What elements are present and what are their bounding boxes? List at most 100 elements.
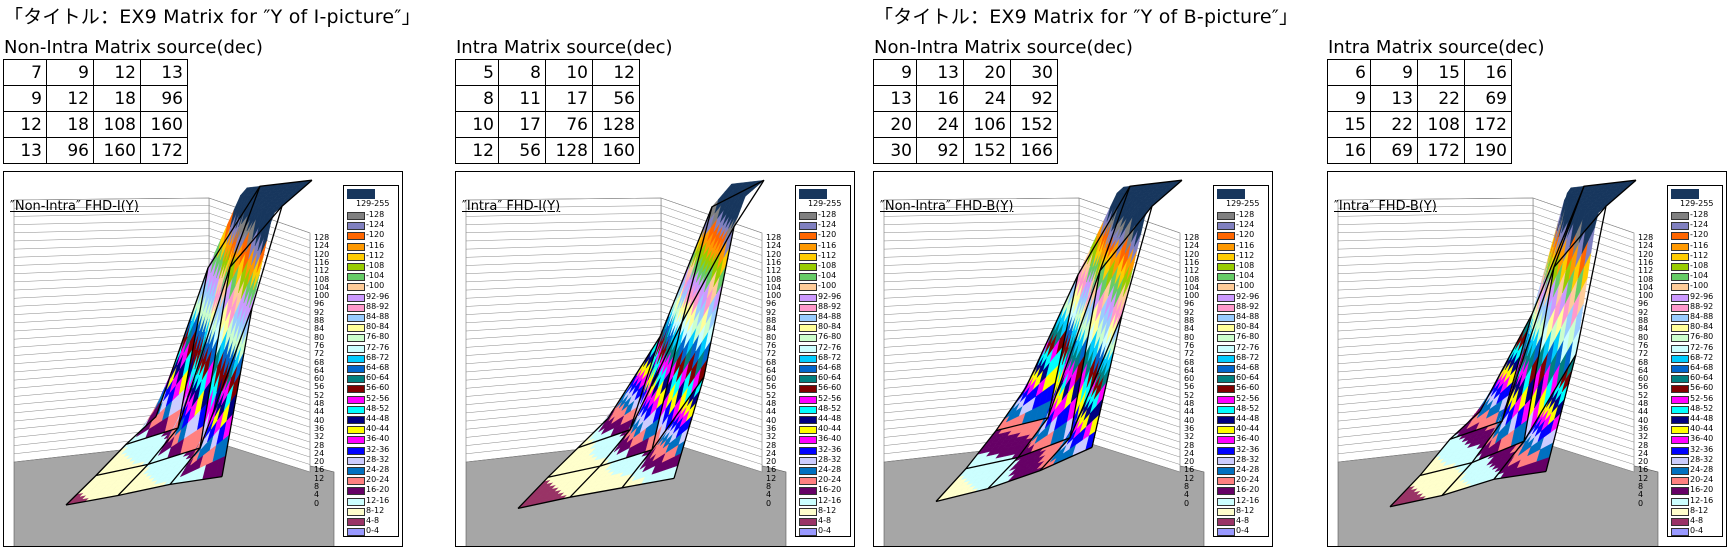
legend-label: 88-92 [366, 301, 390, 311]
legend-label: 16-20 [366, 485, 390, 495]
legend-label: 28-32 [1690, 454, 1714, 464]
legend-swatch [347, 314, 365, 322]
matrix-cell: 108 [93, 111, 141, 138]
legend-label: -104 [1690, 271, 1709, 281]
legend-entry: 52-56 [347, 393, 399, 404]
legend-entry: -100 [1671, 281, 1723, 292]
legend-swatch [1671, 212, 1689, 220]
legend-swatch [1671, 293, 1689, 302]
grid-line [883, 227, 1181, 264]
legend-label: 92-96 [818, 291, 842, 301]
legend-swatch [1217, 507, 1235, 516]
z-tick-label: 4 [766, 490, 772, 500]
surface-patch [1625, 179, 1637, 185]
grid-line [13, 243, 311, 279]
grid-line [13, 250, 311, 286]
z-tick-label: 88 [1638, 316, 1649, 325]
legend-swatch [1217, 314, 1235, 322]
legend-entry: -108 [1217, 261, 1269, 271]
legend-label: -120 [1236, 230, 1255, 240]
z-tick-label: 100 [314, 291, 330, 301]
matrix-cell: 12 [93, 59, 141, 86]
surface-plot [13, 179, 335, 546]
legend-swatch [1671, 426, 1689, 435]
z-tick-label: 16 [1638, 465, 1649, 475]
z-tick-label: 88 [766, 316, 777, 325]
mesh-line [995, 205, 1153, 432]
z-tick-label: 116 [1184, 257, 1200, 267]
matrix-cell: 128 [545, 137, 593, 164]
z-tick-label: 32 [1638, 432, 1649, 442]
legend-entry: 16-20 [1217, 485, 1269, 496]
mesh-line [965, 314, 1123, 470]
legend-label: -108 [366, 261, 385, 270]
section-title-i-picture: 「タイトル：EX9 Matrix for ″Y of I-picture″」 [4, 6, 421, 28]
legend-swatch [347, 518, 365, 526]
legend-entry: 32-36 [799, 445, 851, 455]
legend-label: 92-96 [1690, 291, 1714, 301]
legend-swatch [347, 528, 365, 537]
legend-entry: 56-60 [1217, 383, 1269, 394]
matrix-cell: 15 [1417, 59, 1465, 86]
z-tick-label: 40 [1638, 415, 1649, 425]
mesh-line [547, 376, 705, 478]
matrix-cell: 152 [1010, 111, 1058, 138]
matrix-cell: 16 [1327, 137, 1371, 164]
mesh-line [1449, 205, 1607, 440]
legend-label: 0-4 [1236, 526, 1250, 536]
z-tick-label: 120 [1638, 249, 1654, 259]
legend-entry: 64-68 [1671, 363, 1723, 373]
z-tick-label: 36 [766, 423, 777, 433]
legend-swatch [1671, 477, 1689, 486]
matrix-cell: 30 [1010, 59, 1058, 86]
z-tick-label: 60 [314, 374, 325, 384]
legend-entry: 60-64 [347, 373, 399, 384]
legend-entry: -108 [347, 261, 399, 271]
legend-entry: -124 [1671, 220, 1723, 231]
z-tick-label: 52 [1184, 390, 1195, 400]
matrix-cell: 9 [3, 85, 47, 112]
legend-entry: 68-72 [347, 353, 399, 363]
matrix-cell: 106 [963, 111, 1011, 138]
legend-label: 80-84 [1236, 322, 1260, 332]
matrix-cell: 9 [873, 59, 917, 86]
legend-label: 60-64 [1690, 373, 1714, 383]
legend-swatch [1217, 497, 1235, 506]
legend-swatch [1671, 487, 1689, 496]
grid-line [465, 243, 763, 279]
legend-label: 76-80 [818, 332, 842, 342]
legend-label: 72-76 [1236, 342, 1260, 352]
legend-swatch [1671, 222, 1689, 231]
z-tick-label: 100 [1184, 291, 1200, 301]
legend-swatch [1671, 446, 1689, 455]
legend-swatch [347, 446, 365, 455]
legend-label: -112 [818, 250, 837, 260]
legend-label: 16-20 [818, 485, 842, 495]
legend-entry: 60-64 [1671, 373, 1723, 384]
legend-label: 92-96 [366, 291, 390, 301]
grid-line [1337, 280, 1635, 316]
z-tick-label: 52 [314, 390, 325, 400]
legend-swatch [1671, 344, 1689, 353]
legend-label: 12-16 [366, 495, 390, 505]
matrix-table: 6 9 15 16 9 13 22 69 15 22 108 172 16 69 172 190 [1327, 59, 1512, 164]
matrix-cell: 17 [498, 111, 546, 138]
z-tick-label: 128 [1184, 233, 1200, 242]
legend-label: 72-76 [366, 342, 390, 352]
legend-entry: -108 [1671, 261, 1723, 271]
legend-swatch [1217, 334, 1235, 343]
legend-entry: -116 [1671, 241, 1723, 251]
z-tick-label: 32 [1184, 432, 1195, 442]
legend-entry: 24-28 [799, 465, 851, 475]
surface-plot [465, 179, 787, 546]
grid-line [1337, 265, 1635, 301]
z-tick-label: 36 [1184, 423, 1195, 433]
legend-entry: 84-88 [1671, 312, 1723, 322]
legend-label: 52-56 [366, 393, 390, 403]
grid-line [465, 311, 763, 346]
legend-label: 32-36 [366, 444, 390, 454]
z-tick-label: 112 [314, 266, 330, 276]
matrix-cell: 24 [916, 111, 964, 138]
chart-title: ″Non-Intra″ FHD-B(Y) [880, 199, 1014, 214]
matrix-cell: 8 [498, 59, 546, 86]
